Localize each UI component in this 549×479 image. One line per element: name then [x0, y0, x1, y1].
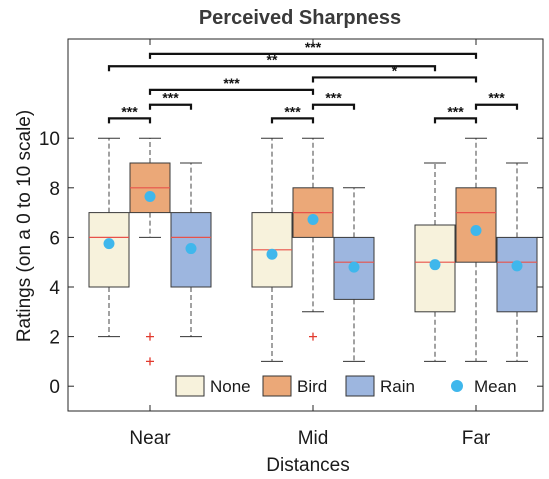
x-tick-label: Far [462, 428, 491, 449]
legend-item-bird: Bird [262, 375, 327, 397]
box-near-none [88, 137, 130, 338]
significance-bracket: ** [107, 51, 437, 72]
legend-item-rain: Rain [345, 375, 415, 397]
bracket-line [107, 65, 437, 72]
significance-label: *** [223, 75, 240, 91]
mean-marker [266, 248, 278, 260]
significance-label: *** [121, 103, 138, 119]
x-tick-label: Near [129, 428, 171, 449]
y-axis-label: Ratings (on a 0 to 10 scale) [14, 110, 35, 342]
legend-label: None [210, 377, 251, 396]
significance-bracket: *** [433, 103, 478, 124]
significance-label: *** [447, 103, 464, 119]
box-near-rain [170, 162, 212, 338]
legend: None Bird Rain Mean [175, 375, 517, 397]
mean-marker [144, 190, 156, 202]
mean-marker [429, 259, 441, 271]
mean-marker [185, 243, 197, 255]
legend-swatch [345, 375, 375, 397]
y-tick-label: 4 [49, 278, 60, 299]
box-mid-rain [333, 187, 375, 362]
significance-label: *** [284, 103, 301, 119]
y-tick-label: 8 [49, 179, 60, 200]
mean-marker [307, 214, 319, 226]
box-far-bird [455, 137, 497, 362]
mean-marker [511, 260, 523, 272]
significance-bracket: *** [148, 75, 315, 95]
box-body [88, 212, 130, 288]
legend-label: Mean [474, 377, 517, 396]
box-mid-none [251, 137, 293, 362]
significance-label: * [392, 62, 398, 78]
bracket-line [311, 76, 478, 83]
legend-item-none: None [175, 375, 251, 397]
box-near-bird [129, 137, 171, 366]
legend-swatch [175, 375, 205, 397]
significance-label: *** [305, 39, 322, 55]
significance-bracket: *** [474, 90, 519, 110]
legend-swatch [262, 375, 292, 397]
bracket-line [474, 103, 519, 110]
significance-label: ** [267, 51, 278, 67]
bracket-line [270, 117, 315, 124]
box-body [496, 236, 538, 313]
y-tick-label: 0 [49, 377, 60, 398]
bracket-line [148, 52, 478, 59]
bracket-line [148, 88, 315, 95]
mean-marker [470, 224, 482, 236]
bracket-line [311, 103, 356, 110]
significance-bracket: *** [270, 103, 315, 124]
outlier-marker [146, 332, 154, 341]
box-far-rain [496, 162, 538, 362]
y-tick-label: 10 [39, 129, 60, 150]
bracket-line [107, 117, 152, 124]
mean-marker [103, 238, 115, 250]
legend-mean-marker [451, 380, 463, 392]
significance-label: *** [162, 90, 179, 106]
y-tick-label: 6 [49, 228, 60, 249]
box-body [414, 224, 456, 313]
legend-label: Bird [297, 377, 327, 396]
legend-item-mean: Mean [451, 377, 517, 396]
outlier-marker [309, 332, 317, 341]
y-tick-label: 2 [49, 328, 60, 349]
box-mid-bird [292, 137, 334, 341]
plot-frame [67, 38, 544, 412]
x-tick-label: Mid [298, 428, 329, 449]
bracket-line [433, 117, 478, 124]
box-far-none [414, 162, 456, 362]
chart-title: Perceived Sharpness [199, 7, 401, 29]
significance-bracket: *** [107, 103, 152, 124]
significance-bracket: *** [148, 39, 478, 59]
bracket-line [148, 103, 193, 110]
mean-marker [348, 261, 360, 273]
significance-label: *** [325, 90, 342, 106]
outlier-marker [146, 357, 154, 366]
significance-bracket: * [311, 62, 478, 83]
significance-bracket: *** [311, 90, 356, 110]
significance-label: *** [488, 90, 505, 106]
significance-brackets: *************************** [107, 39, 519, 124]
x-axis-label: Distances [266, 455, 349, 476]
significance-bracket: *** [148, 90, 193, 110]
legend-label: Rain [380, 377, 415, 396]
plot-area: 0 2 4 6 8 10 Near Mid Far [39, 38, 544, 449]
